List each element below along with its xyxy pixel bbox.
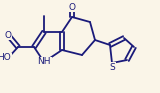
Text: O: O	[4, 31, 12, 40]
Text: NH: NH	[37, 57, 51, 66]
Text: HO: HO	[0, 53, 11, 62]
Text: O: O	[68, 3, 76, 12]
Text: S: S	[109, 62, 115, 72]
